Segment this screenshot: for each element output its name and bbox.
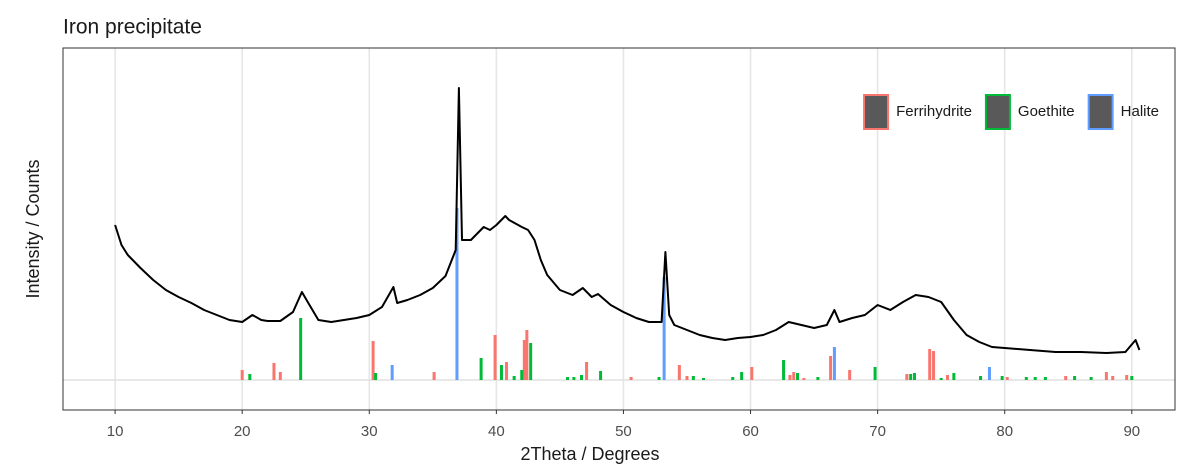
reference-peak — [685, 376, 689, 380]
x-tick-label: 80 — [996, 423, 1013, 440]
x-tick-label: 70 — [869, 423, 886, 440]
reference-peak — [580, 375, 584, 380]
reference-peak — [1033, 377, 1037, 380]
reference-peak — [1073, 376, 1077, 380]
x-tick-label: 50 — [615, 423, 632, 440]
reference-peak — [240, 370, 244, 380]
reference-peak — [792, 372, 796, 380]
y-axis-label: Intensity / Counts — [23, 159, 43, 298]
reference-peak — [1024, 377, 1028, 380]
reference-peak — [788, 375, 792, 380]
reference-peak — [691, 376, 695, 380]
legend-label: Ferrihydrite — [896, 103, 972, 120]
reference-peak — [1064, 376, 1068, 380]
x-tick-label: 30 — [361, 423, 378, 440]
reference-peak — [432, 372, 436, 380]
reference-peak — [912, 373, 916, 380]
reference-peak — [599, 371, 603, 380]
reference-peak — [1130, 376, 1134, 380]
reference-peak — [299, 318, 303, 380]
x-axis-label: 2Theta / Degrees — [520, 444, 659, 464]
reference-peak — [928, 349, 932, 380]
reference-peak — [278, 372, 282, 380]
reference-peak — [512, 376, 516, 380]
reference-peak — [493, 335, 497, 380]
reference-peak — [505, 362, 509, 380]
reference-peak — [1000, 376, 1004, 380]
reference-peak — [1104, 372, 1108, 380]
x-tick-label: 10 — [107, 423, 124, 440]
reference-peak — [566, 377, 570, 380]
reference-peak — [987, 367, 991, 380]
legend-label: Halite — [1121, 103, 1159, 120]
reference-peak — [796, 373, 800, 380]
x-tick-label: 90 — [1123, 423, 1140, 440]
pattern-line — [114, 87, 1141, 354]
reference-peak — [952, 373, 956, 380]
reference-peak — [272, 363, 276, 380]
reference-peak — [499, 365, 503, 380]
reference-peak — [932, 351, 936, 380]
reference-peak — [371, 341, 375, 380]
reference-peak — [479, 358, 483, 380]
reference-peak — [248, 374, 252, 380]
reference-peak — [520, 370, 524, 380]
x-tick-label: 20 — [234, 423, 251, 440]
reference-peak — [572, 377, 576, 380]
reference-peak — [657, 377, 661, 380]
reference-peak — [832, 347, 836, 380]
reference-peak — [740, 372, 744, 380]
reference-peak — [522, 340, 526, 380]
legend-key — [984, 94, 1011, 130]
reference-peak — [909, 374, 913, 380]
x-tick-label: 60 — [742, 423, 759, 440]
reference-peak — [1089, 377, 1093, 380]
reference-peak — [529, 343, 533, 380]
reference-peak — [848, 370, 852, 380]
reference-peak — [782, 360, 786, 380]
reference-peak — [585, 362, 589, 380]
reference-peak — [1125, 375, 1129, 380]
reference-peak — [946, 375, 950, 380]
reference-peak — [1111, 376, 1115, 380]
reference-peak — [802, 378, 806, 380]
panel-border — [62, 47, 1176, 411]
legend-key — [1087, 94, 1114, 130]
reference-peak — [629, 377, 633, 380]
reference-peak — [390, 365, 394, 380]
reference-peak — [939, 378, 943, 380]
reference-peak — [816, 377, 820, 380]
reference-peak — [873, 367, 877, 380]
reference-peak — [829, 356, 833, 380]
x-tick-label: 40 — [488, 423, 505, 440]
reference-peak — [662, 277, 666, 380]
reference-peak — [750, 367, 754, 380]
reference-peak — [374, 373, 378, 380]
reference-peak — [455, 208, 459, 380]
reference-peak — [702, 378, 706, 380]
reference-peak — [1043, 377, 1047, 380]
chart-title: Iron precipitate — [63, 16, 202, 39]
reference-peak — [905, 374, 909, 380]
legend-key — [863, 94, 890, 130]
legend-label: Goethite — [1018, 103, 1075, 120]
reference-peak — [731, 377, 735, 380]
reference-peak — [677, 365, 681, 380]
legend: Ferrihydrite Goethite Halite — [863, 94, 1159, 130]
reference-peak — [979, 376, 983, 380]
reference-peak — [525, 330, 529, 380]
reference-peak — [1005, 377, 1009, 380]
